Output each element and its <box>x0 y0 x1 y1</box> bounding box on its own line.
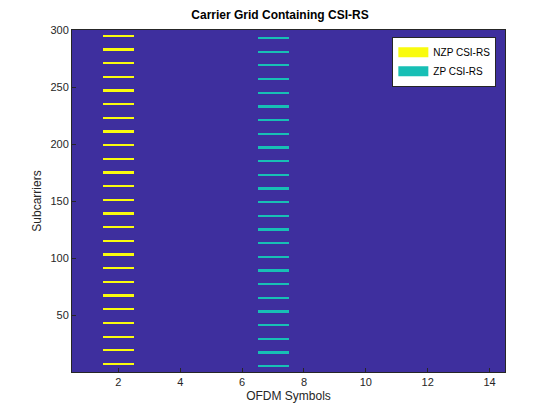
svg-text:200: 200 <box>50 138 68 150</box>
svg-text:2: 2 <box>115 376 121 388</box>
svg-text:10: 10 <box>360 376 372 388</box>
svg-text:ZP CSI-RS: ZP CSI-RS <box>433 66 483 77</box>
svg-text:50: 50 <box>57 309 69 321</box>
svg-text:4: 4 <box>177 376 183 388</box>
svg-text:6: 6 <box>239 376 245 388</box>
svg-text:250: 250 <box>50 81 68 93</box>
svg-text:Carrier Grid Containing CSI-RS: Carrier Grid Containing CSI-RS <box>191 8 368 22</box>
svg-text:100: 100 <box>50 252 68 264</box>
svg-text:8: 8 <box>301 376 307 388</box>
svg-text:OFDM Symbols: OFDM Symbols <box>246 389 331 403</box>
svg-text:14: 14 <box>483 376 495 388</box>
svg-text:150: 150 <box>50 195 68 207</box>
svg-text:NZP CSI-RS: NZP CSI-RS <box>433 47 490 58</box>
svg-text:300: 300 <box>50 24 68 36</box>
svg-text:Subcarriers: Subcarriers <box>30 170 44 231</box>
svg-text:12: 12 <box>422 376 434 388</box>
